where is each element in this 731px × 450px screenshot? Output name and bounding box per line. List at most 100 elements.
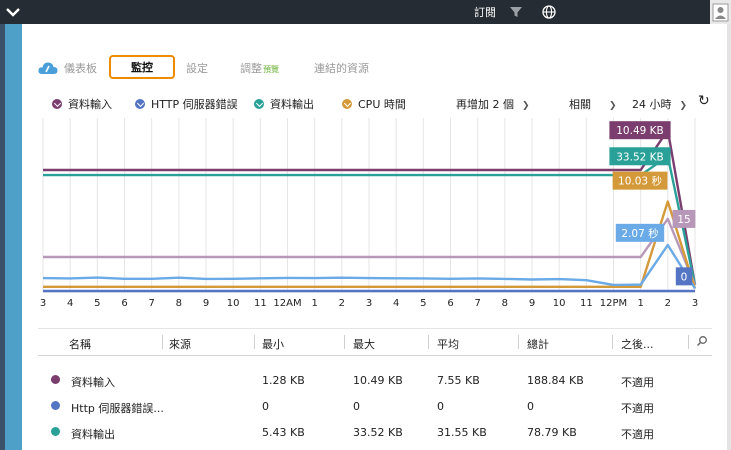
legend-label: CPU 時間	[358, 98, 406, 111]
table-header: 名稱 來源 最小 最大 平均 總計 之後...	[38, 328, 712, 356]
series-color-dot	[51, 375, 60, 384]
series-line	[43, 200, 697, 289]
table-row[interactable]: Http 伺服器錯誤... 0 0 0 0 不適用	[38, 392, 712, 418]
col-avg[interactable]: 平均	[437, 338, 459, 351]
user-avatar[interactable]	[710, 0, 731, 24]
col-name[interactable]: 名稱	[69, 338, 91, 351]
col-total[interactable]: 總計	[527, 338, 549, 351]
relative-dropdown[interactable]: 相關 ❯	[569, 96, 617, 112]
funnel-icon[interactable]	[508, 4, 524, 20]
series-line	[43, 155, 697, 286]
cloud-icon	[38, 60, 58, 74]
row-min: 1.28 KB	[262, 374, 305, 387]
tab-scale-label: 調整	[240, 62, 262, 75]
preview-badge: 預覽	[263, 65, 279, 74]
right-scrollbar[interactable]	[727, 24, 731, 450]
x-tick-label: 10	[553, 298, 566, 309]
metric-legend: 資料輸入 HTTP 伺服器錯誤 資料輸出 CPU 時間 再增加 2 個 ❯ 相關 ❯…	[38, 93, 718, 112]
time-range-label: 24 小時	[632, 98, 672, 111]
row-after: 不適用	[621, 376, 654, 389]
row-name: Http 伺服器錯誤...	[71, 402, 164, 415]
x-tick-label: 3	[692, 298, 698, 309]
refresh-icon[interactable]: ↻	[698, 93, 710, 109]
x-tick-label: 7	[148, 298, 154, 309]
x-tick-label: 11	[254, 298, 267, 309]
callout-label: 15	[677, 214, 690, 226]
x-tick-label: 10	[227, 298, 240, 309]
x-tick-label: 2	[665, 298, 671, 309]
legend-label: HTTP 伺服器錯誤	[151, 98, 238, 111]
tab-monitor[interactable]: 監控	[109, 55, 175, 79]
x-tick-label: 5	[94, 298, 100, 309]
legend-label: 資料輸入	[68, 98, 112, 111]
row-min: 0	[262, 400, 269, 413]
globe-icon[interactable]	[541, 4, 557, 20]
legend-item-cpu-time[interactable]: CPU 時間	[342, 96, 406, 112]
x-tick-label: 6	[121, 298, 127, 309]
x-tick-label: 3	[366, 298, 372, 309]
x-tick-label: 1	[311, 298, 317, 309]
callout-box	[612, 171, 668, 190]
left-accent-strip	[0, 24, 22, 450]
x-tick-label: 1	[637, 298, 643, 309]
x-tick-label: 12AM	[273, 298, 301, 309]
check-icon	[254, 99, 264, 109]
series-line	[43, 129, 697, 286]
x-tick-label: 11	[580, 298, 593, 309]
time-range-dropdown[interactable]: 24 小時 ❯	[632, 96, 687, 112]
callout-label: 33.52 KB	[616, 151, 664, 163]
x-tick-label: 6	[447, 298, 453, 309]
chevron-down-icon: ❯	[609, 101, 617, 111]
row-after: 不適用	[621, 428, 654, 441]
row-max: 10.49 KB	[353, 374, 403, 387]
callout-box	[615, 223, 665, 242]
legend-item-data-out[interactable]: 資料輸出	[254, 96, 314, 112]
callout-label: 10.49 KB	[616, 125, 664, 137]
x-tick-label: 8	[176, 298, 182, 309]
chevron-down-icon[interactable]	[4, 3, 22, 21]
callout-label: 10.03 秒	[618, 175, 662, 188]
col-source[interactable]: 來源	[169, 338, 191, 351]
row-avg: 31.55 KB	[437, 426, 487, 439]
x-tick-label: 12PM	[600, 298, 627, 309]
legend-item-data-in[interactable]: 資料輸入	[52, 96, 112, 112]
tab-scale[interactable]: 調整預覽	[240, 60, 279, 76]
col-max[interactable]: 最大	[353, 338, 375, 351]
chevron-down-icon: ❯	[679, 101, 688, 111]
x-tick-label: 9	[529, 298, 535, 309]
callout-box	[609, 147, 671, 166]
row-name: 資料輸入	[71, 376, 115, 389]
row-max: 33.52 KB	[353, 426, 403, 439]
row-avg: 7.55 KB	[437, 374, 480, 387]
row-total: 78.79 KB	[527, 426, 577, 439]
search-icon[interactable]	[696, 335, 708, 347]
x-tick-label: 5	[420, 298, 426, 309]
callout-label: 0	[681, 271, 688, 283]
col-after[interactable]: 之後...	[621, 338, 654, 351]
metrics-chart: 3 4 5 6 7 8 9 10 11 12AM 1 2 3 4 5 6 7 8 9 10 11 12PM 1 2 3 10.49…	[40, 118, 698, 309]
col-min[interactable]: 最小	[262, 338, 284, 351]
tab-configure[interactable]: 設定	[186, 62, 208, 75]
row-total: 0	[527, 400, 534, 413]
x-tick-label: 2	[339, 298, 345, 309]
series-color-dot	[51, 401, 60, 410]
row-total: 188.84 KB	[527, 374, 584, 387]
callout-box	[675, 267, 693, 286]
callout-box	[672, 209, 696, 228]
metrics-table: 名稱 來源 最小 最大 平均 總計 之後... 資料輸入 1.28 KB 10.…	[38, 328, 712, 444]
table-row[interactable]: 資料輸入 1.28 KB 10.49 KB 7.55 KB 188.84 KB …	[38, 366, 712, 392]
series-color-dot	[51, 427, 60, 436]
row-min: 5.43 KB	[262, 426, 305, 439]
series-line	[42, 243, 697, 290]
legend-item-http-errors[interactable]: HTTP 伺服器錯誤	[135, 96, 238, 112]
check-icon	[135, 99, 145, 109]
add-more-label: 再增加 2 個	[456, 98, 514, 111]
tab-dashboard[interactable]: 儀表板	[64, 62, 97, 75]
subscription-filter[interactable]: 訂閱	[474, 6, 496, 19]
x-tick-label: 3	[40, 298, 46, 309]
table-row[interactable]: 資料輸出 5.43 KB 33.52 KB 31.55 KB 78.79 KB …	[38, 418, 712, 444]
x-tick-label: 7	[474, 298, 480, 309]
add-more-dropdown[interactable]: 再增加 2 個 ❯	[456, 96, 530, 112]
top-bar: 訂閱	[0, 0, 731, 24]
tab-linked-resources[interactable]: 連結的資源	[314, 62, 369, 75]
